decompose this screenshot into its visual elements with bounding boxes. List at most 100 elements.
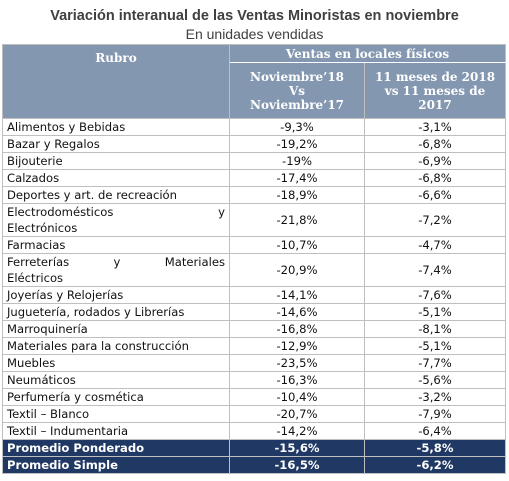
header-line: Noviembre’18	[249, 69, 345, 84]
row: Muebles -23,5% -7,7%	[2, 354, 507, 372]
rubro-cell: Bazar y Regalos	[2, 135, 230, 153]
header-group: Ventas en locales físicos	[228, 44, 507, 63]
summary-value: -6,2%	[363, 456, 507, 474]
rubro-line: Materiales para la construcción	[7, 339, 189, 353]
row: Juguetería, rodados y Librerías -14,6% -5,…	[2, 303, 507, 321]
rubro-cell: Joyerías y Relojerías	[2, 286, 230, 304]
header-line: Vs	[288, 83, 306, 98]
row: Ferreterías y Materiales Eléctricos -20,9%…	[2, 253, 507, 287]
row: Materiales para la construcción -12,9% -5,…	[2, 337, 507, 355]
rubro-line: Textil – Blanco	[7, 407, 90, 421]
row: Neumáticos -16,3% -5,6%	[2, 371, 507, 389]
value-cell: -4,7%	[363, 236, 507, 254]
value-cell: -7,2%	[363, 203, 507, 237]
rubro-cell: Marroquinería	[2, 320, 230, 338]
value-cell: -6,6%	[363, 186, 507, 204]
summary-label: Promedio Ponderado	[2, 439, 230, 457]
rubro-line: Electrónicos	[7, 221, 78, 235]
rubro-cell: Neumáticos	[2, 371, 230, 389]
row: Joyerías y Relojerías -14,1% -7,6%	[2, 286, 507, 304]
rubro-cell: Alimentos y Bebidas	[2, 118, 230, 136]
summary-row: Promedio Simple -16,5% -6,2%	[2, 456, 507, 474]
rubro-cell: Perfumería y cosmética	[2, 388, 230, 406]
value-cell: -16,3%	[229, 371, 365, 389]
rubro-line: Bijouterie	[7, 154, 63, 168]
summary-value: -15,6%	[229, 439, 365, 457]
rubro-cell: Deportes y art. de recreación	[2, 186, 230, 204]
rubro-cell: Farmacias	[2, 236, 230, 254]
summary-label: Promedio Simple	[2, 456, 230, 474]
rubro-line: Joyerías y Relojerías	[7, 288, 124, 302]
header-col2: 11 meses de 2018 vs 11 meses de 2017	[363, 62, 507, 119]
header-line: Noviembre’17	[249, 97, 345, 112]
rubro-line: Electrodomésticos y	[7, 205, 225, 219]
row: Alimentos y Bebidas -9,3% -3,1%	[2, 118, 507, 136]
rubro-line: Bazar y Regalos	[7, 137, 100, 151]
value-cell: -12,9%	[229, 337, 365, 355]
row: Textil – Indumentaria -14,2% -6,4%	[2, 422, 507, 440]
row: Textil – Blanco -20,7% -7,9%	[2, 405, 507, 423]
rubro-line: Alimentos y Bebidas	[7, 120, 126, 134]
summary-row: Promedio Ponderado -15,6% -5,8%	[2, 439, 507, 457]
row: Perfumería y cosmética -10,4% -3,2%	[2, 388, 507, 406]
value-cell: -5,1%	[363, 337, 507, 355]
summary-value: -16,5%	[229, 456, 365, 474]
value-cell: -17,4%	[229, 169, 365, 187]
title: Variación interanual de las Ventas Minor…	[50, 8, 459, 24]
value-cell: -6,8%	[363, 135, 507, 153]
row: Marroquinería -16,8% -8,1%	[2, 320, 507, 338]
value-cell: -23,5%	[229, 354, 365, 372]
value-cell: -10,7%	[229, 236, 365, 254]
value-cell: -5,1%	[363, 303, 507, 321]
row: Electrodomésticos y Electrónicos -21,8% -7,…	[2, 203, 507, 237]
value-cell: -3,2%	[363, 388, 507, 406]
value-cell: -7,7%	[363, 354, 507, 372]
rubro-cell: Juguetería, rodados y Librerías	[2, 303, 230, 321]
rubro-cell: Textil – Indumentaria	[2, 422, 230, 440]
rubro-line: Muebles	[7, 356, 56, 370]
subtitle: En unidades vendidas	[185, 26, 324, 42]
rubro-line: Deportes y art. de recreación	[7, 188, 177, 202]
row: Farmacias -10,7% -4,7%	[2, 236, 507, 254]
row: Calzados -17,4% -6,8%	[2, 169, 507, 187]
rubro-cell: Bijouterie	[2, 152, 230, 170]
rubro-cell: Muebles	[2, 354, 230, 372]
value-cell: -6,4%	[363, 422, 507, 440]
value-cell: -3,1%	[363, 118, 507, 136]
rubro-line: Eléctricos	[7, 271, 64, 285]
rubro-cell: Ferreterías y Materiales Eléctricos	[2, 253, 230, 287]
rubro-cell: Electrodomésticos y Electrónicos	[2, 203, 230, 237]
value-cell: -6,9%	[363, 152, 507, 170]
sales-table: Rubro Ventas en locales físicos Noviembr…	[2, 44, 507, 474]
rubro-cell: Materiales para la construcción	[2, 337, 230, 355]
value-cell: -19%	[229, 152, 365, 170]
value-cell: -7,9%	[363, 405, 507, 423]
rubro-cell: Textil – Blanco	[2, 405, 230, 423]
header-col1: Noviembre’18 Vs Noviembre’17	[229, 62, 365, 119]
rubro-line: Marroquinería	[7, 322, 88, 336]
value-cell: -16,8%	[229, 320, 365, 338]
header-line: 2017	[418, 97, 452, 112]
value-cell: -14,1%	[229, 286, 365, 304]
header-line: 11 meses de 2018	[374, 69, 496, 84]
value-cell: -7,6%	[363, 286, 507, 304]
header-line: vs 11 meses de	[384, 83, 486, 98]
value-cell: -6,8%	[363, 169, 507, 187]
rubro-cell: Calzados	[2, 169, 230, 187]
value-cell: -14,6%	[229, 303, 365, 321]
row: Bazar y Regalos -19,2% -6,8%	[2, 135, 507, 153]
rubro-line: Juguetería, rodados y Librerías	[7, 305, 185, 319]
value-cell: -19,2%	[229, 135, 365, 153]
value-cell: -18,9%	[229, 186, 365, 204]
value-cell: -14,2%	[229, 422, 365, 440]
value-cell: -5,6%	[363, 371, 507, 389]
rubro-line: Calzados	[7, 171, 60, 185]
value-cell: -10,4%	[229, 388, 365, 406]
value-cell: -20,9%	[229, 253, 365, 287]
rubro-line: Perfumería y cosmética	[7, 390, 144, 404]
value-cell: -9,3%	[229, 118, 365, 136]
rubro-line: Neumáticos	[7, 373, 76, 387]
row: Deportes y art. de recreación -18,9% -6,6%	[2, 186, 507, 204]
header-rubro: Rubro	[2, 44, 230, 119]
